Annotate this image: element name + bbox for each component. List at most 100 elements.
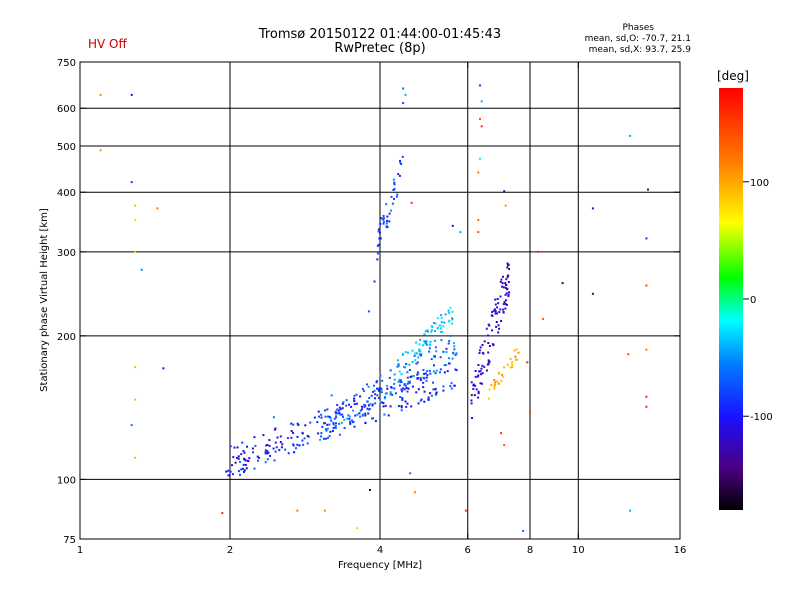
trace-point (494, 312, 497, 315)
trace-point (374, 393, 377, 396)
trace-point (377, 252, 379, 254)
trace-point (439, 356, 442, 359)
trace-point (422, 369, 425, 371)
trace-point (428, 369, 431, 372)
echo-point (373, 280, 376, 283)
trace-point (343, 427, 346, 429)
trace-point (367, 385, 370, 388)
trace-point (404, 351, 407, 354)
echo-point (130, 181, 133, 184)
trace-point (441, 330, 444, 333)
trace-point (517, 351, 520, 354)
echo-point (477, 218, 480, 221)
trace-point (506, 276, 509, 279)
trace-point (328, 435, 331, 437)
trace-point (391, 202, 394, 205)
trace-point (395, 392, 397, 395)
trace-point (470, 381, 473, 384)
trace-point (478, 352, 481, 355)
trace-point (368, 397, 371, 399)
trace-point (411, 349, 414, 352)
trace-point (407, 380, 410, 383)
trace-point (499, 308, 502, 311)
x-tick-label: 4 (377, 545, 383, 556)
trace-point (453, 345, 456, 348)
trace-point (235, 456, 238, 459)
trace-point (355, 393, 358, 396)
trace-point (295, 447, 297, 450)
trace-point (328, 415, 331, 418)
trace-point (505, 292, 508, 295)
trace-point (411, 385, 414, 388)
echo-point (647, 188, 649, 191)
trace-point (427, 398, 430, 401)
trace-point (371, 404, 374, 407)
trace-point (477, 374, 480, 377)
trace-point (424, 330, 427, 333)
trace-point (389, 391, 392, 394)
trace-point (449, 334, 452, 337)
trace-point (227, 469, 230, 472)
trace-point (440, 321, 443, 324)
trace-point (496, 380, 499, 383)
trace-point (453, 342, 455, 345)
trace-point (237, 470, 240, 473)
trace-point (257, 459, 259, 462)
trace-point (293, 451, 296, 454)
trace-point (379, 222, 382, 225)
trace-point (353, 403, 356, 406)
grid-layer (80, 62, 680, 539)
trace-point (268, 444, 271, 447)
trace-point (381, 218, 384, 221)
trace-point (494, 381, 497, 384)
trace-point (301, 432, 304, 435)
trace-point (417, 402, 420, 405)
colorbar-gradient (719, 88, 743, 510)
trace-point (409, 376, 412, 378)
echo-point (529, 411, 531, 414)
trace-point (502, 286, 505, 289)
trace-point (495, 325, 498, 328)
trace-point (440, 316, 443, 319)
echo-point (561, 282, 564, 285)
trace-point (233, 446, 236, 449)
x-tick-label: 10 (572, 545, 585, 556)
trace-point (422, 344, 425, 347)
trace-point (378, 237, 381, 240)
trace-point (429, 372, 432, 375)
trace-point (370, 394, 373, 397)
trace-point (506, 363, 509, 366)
echo-point (410, 201, 413, 204)
trace-point (341, 413, 344, 416)
trace-point (349, 420, 351, 423)
trace-point (390, 195, 393, 198)
trace-point (416, 373, 419, 376)
trace-point (432, 388, 435, 391)
echo-point (591, 292, 594, 295)
trace-point (479, 370, 482, 373)
echo-point (409, 472, 412, 475)
trace-point (384, 396, 387, 399)
echo-point (629, 134, 631, 137)
trace-point (326, 408, 329, 411)
trace-point (506, 287, 509, 290)
trace-point (451, 310, 454, 313)
trace-point (241, 467, 244, 470)
trace-point (361, 408, 363, 411)
trace-point (391, 393, 394, 396)
trace-point (332, 426, 335, 429)
echo-point (330, 394, 333, 397)
trace-point (264, 461, 267, 464)
trace-point (367, 408, 370, 411)
trace-point (264, 451, 267, 454)
echo-point (413, 491, 416, 494)
trace-point (362, 389, 365, 392)
trace-point (331, 429, 334, 432)
trace-point (426, 330, 429, 333)
trace-point (347, 414, 350, 417)
trace-point (434, 330, 436, 332)
trace-point (313, 416, 316, 419)
trace-point (239, 473, 241, 476)
trace-point (317, 410, 320, 413)
trace-point (329, 417, 332, 420)
